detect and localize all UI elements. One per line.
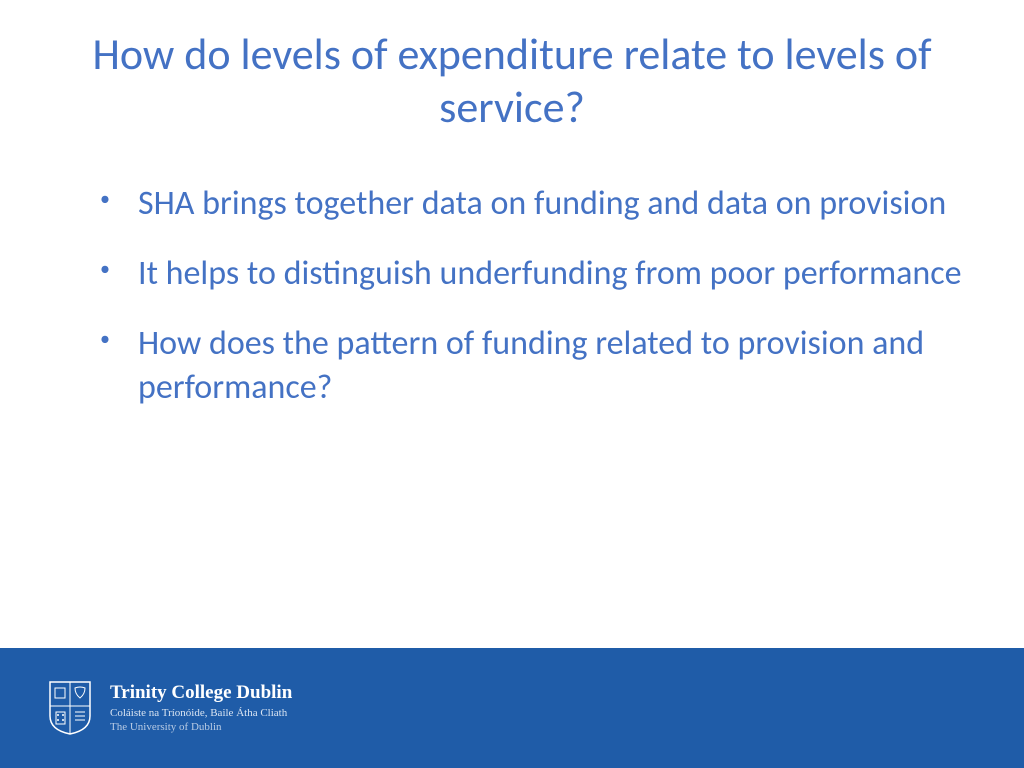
slide: How do levels of expenditure relate to l…: [0, 0, 1024, 768]
list-item: It helps to distinguish underfunding fro…: [100, 252, 964, 296]
footer-irish-name: Coláiste na Tríonóide, Baile Átha Cliath: [110, 707, 292, 721]
list-item: How does the pattern of funding related …: [100, 322, 964, 410]
slide-title: How do levels of expenditure relate to l…: [60, 28, 964, 134]
bullet-list: SHA brings together data on funding and …: [60, 182, 964, 411]
list-item: SHA brings together data on funding and …: [100, 182, 964, 226]
slide-content: How do levels of expenditure relate to l…: [0, 0, 1024, 648]
footer-tagline: The University of Dublin: [110, 721, 292, 735]
footer-text-block: Trinity College Dublin Coláiste na Tríon…: [110, 681, 292, 735]
slide-footer: Trinity College Dublin Coláiste na Tríon…: [0, 648, 1024, 768]
footer-institution: Trinity College Dublin: [110, 681, 292, 705]
crest-icon: [48, 680, 92, 736]
